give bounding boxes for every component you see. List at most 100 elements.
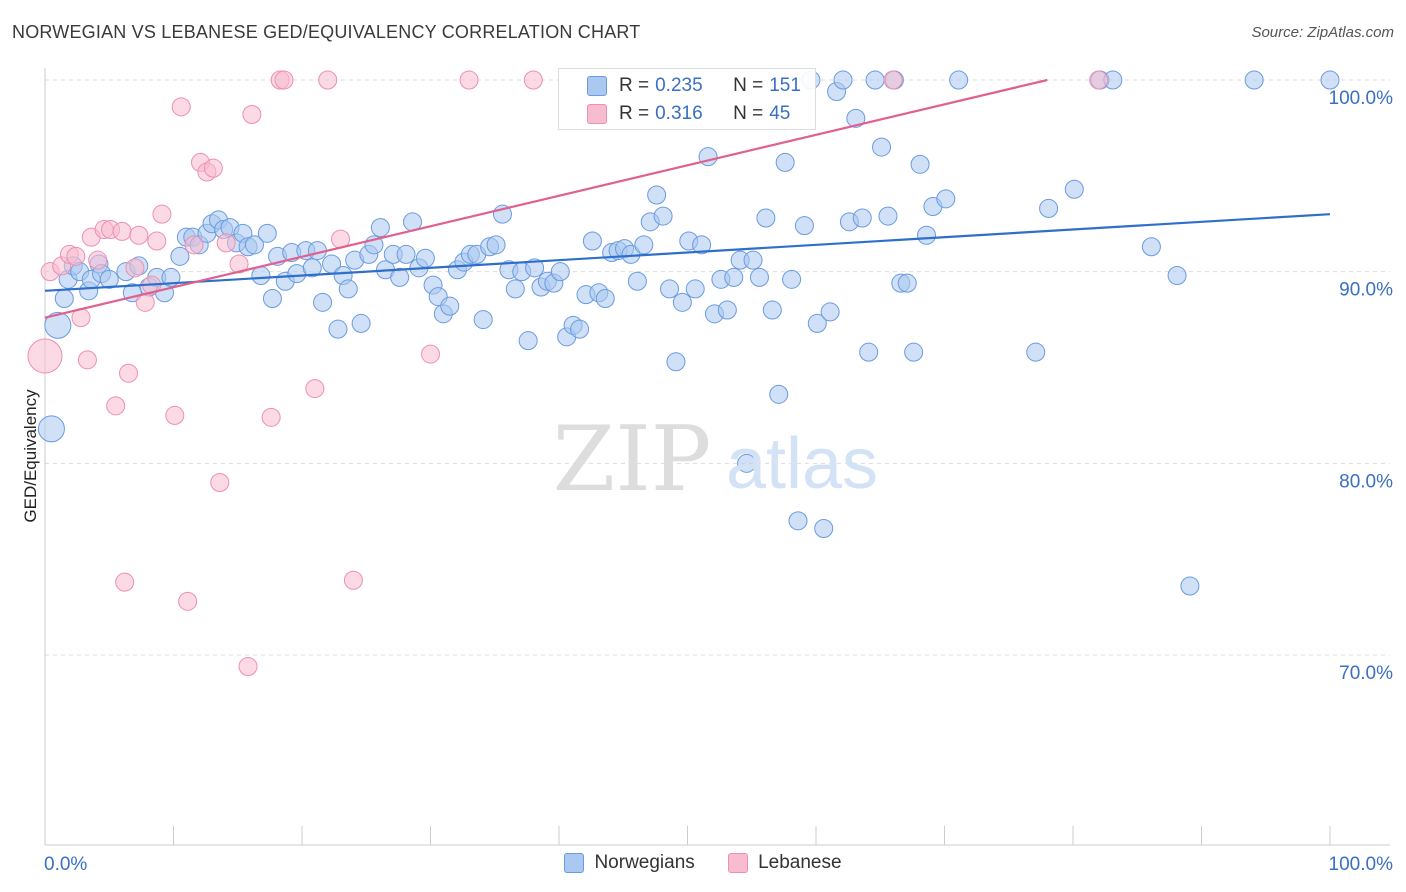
lebanese-point	[421, 344, 440, 364]
norwegian-point	[833, 70, 853, 90]
lebanese-point	[129, 225, 149, 245]
norwegian-point	[1320, 70, 1340, 90]
norwegian-point	[313, 292, 333, 312]
norwegian-point	[486, 235, 506, 255]
norwegian-point	[846, 108, 866, 128]
norwegian-point	[1167, 266, 1187, 285]
lebanese-point	[115, 572, 135, 592]
norwegian-point	[1026, 342, 1046, 362]
series-norwegians	[37, 70, 1340, 596]
lebanese-point	[1089, 70, 1109, 90]
chart-source: Source: ZipAtlas.com	[1251, 24, 1394, 41]
r-label: R =	[619, 75, 650, 96]
series-lebanese	[27, 70, 1109, 676]
legend-item-norwegians[interactable]: Norwegians	[564, 852, 695, 874]
lebanese-point	[27, 338, 63, 374]
norwegian-point	[627, 271, 647, 291]
lebanese-point	[66, 246, 86, 266]
y-tick-label: 80.0%	[1339, 471, 1393, 492]
r-value: 0.235	[655, 75, 703, 96]
norwegian-point	[244, 235, 264, 255]
norwegian-point	[653, 206, 673, 226]
norwegian-point	[518, 331, 538, 351]
lebanese-point	[184, 235, 204, 255]
norwegian-point	[807, 313, 827, 333]
x-tick-label-min: 0.0%	[44, 854, 87, 875]
lebanese-point	[238, 657, 258, 676]
norwegian-point	[473, 310, 493, 330]
norwegian-point	[717, 300, 737, 320]
grid-layer	[45, 79, 1390, 656]
norwegian-point	[550, 262, 570, 282]
legend-label-lebanese: Lebanese	[758, 852, 842, 873]
lebanese-point	[178, 591, 198, 611]
norwegian-point	[820, 302, 840, 322]
norwegian-point	[415, 248, 435, 268]
points-layer	[27, 70, 1340, 676]
y-tick-label: 90.0%	[1339, 280, 1393, 301]
norwegian-point	[814, 519, 834, 538]
trend-layer	[44, 78, 1331, 319]
norwegian-point	[743, 250, 763, 270]
norwegian-point	[634, 235, 654, 255]
norwegian-point	[756, 208, 776, 228]
n-value: 151	[769, 75, 801, 96]
chart-title: NORWEGIAN VS LEBANESE GED/EQUIVALENCY CO…	[12, 22, 641, 42]
lebanese-point	[216, 233, 236, 253]
lebanese-point	[106, 396, 126, 416]
norwegian-point	[936, 189, 956, 209]
trend-line-lebanese	[44, 78, 1048, 319]
norwegian-point	[737, 453, 757, 473]
norwegian-point	[99, 269, 119, 289]
norwegian-point	[390, 267, 410, 287]
lebanese-point	[459, 70, 479, 90]
lebanese-point	[125, 258, 145, 278]
norwegian-point	[37, 415, 65, 443]
norwegian-point	[852, 208, 872, 228]
lebanese-point	[318, 70, 338, 90]
norwegian-point	[302, 258, 322, 278]
norwegian-point	[859, 342, 879, 362]
lebanese-point	[523, 70, 543, 90]
lebanese-point	[147, 231, 167, 251]
legend-item-lebanese[interactable]: Lebanese	[728, 852, 842, 874]
norwegian-point	[54, 289, 74, 308]
norwegian-point	[338, 279, 358, 299]
norwegian-point	[872, 137, 892, 157]
r-value: 0.316	[655, 103, 703, 124]
norwegian-point	[769, 384, 789, 404]
norwegian-point	[910, 154, 930, 174]
lebanese-point	[242, 105, 262, 124]
norwegian-point	[666, 352, 686, 372]
legend-label-norwegians: Norwegians	[594, 852, 695, 873]
norwegian-point	[775, 152, 795, 172]
norwegian-point	[525, 258, 545, 278]
lebanese-point	[171, 97, 191, 117]
lebanese-point	[261, 407, 281, 427]
stats-box: R = 0.235 N = 151 R = 0.316 N = 45	[558, 68, 816, 130]
norwegian-point	[917, 225, 937, 245]
norwegian-point	[749, 267, 769, 287]
y-tick-label: 100.0%	[1329, 88, 1394, 109]
stats-row-norwegians: R = 0.235 N = 151	[587, 73, 801, 99]
norwegian-point	[685, 279, 705, 299]
norwegian-point	[396, 244, 416, 264]
norwegian-point	[1064, 179, 1084, 199]
lebanese-point	[210, 473, 230, 492]
norwegians-swatch	[587, 76, 607, 96]
trend-line-norwegians	[44, 213, 1331, 292]
n-label: N =	[733, 103, 764, 124]
svg-text:atlas: atlas	[726, 424, 878, 504]
norwegian-point	[582, 231, 602, 251]
norwegian-point	[262, 289, 282, 308]
norwegian-point	[724, 267, 744, 287]
y-axis-label: GED/Equivalency	[21, 389, 40, 523]
norwegian-point	[904, 342, 924, 362]
lebanese-point	[305, 379, 325, 399]
lebanese-point	[165, 405, 185, 425]
norwegian-point	[351, 313, 371, 333]
norwegian-point	[878, 206, 898, 226]
norwegian-point	[1141, 237, 1161, 257]
lebanese-point	[88, 250, 108, 270]
